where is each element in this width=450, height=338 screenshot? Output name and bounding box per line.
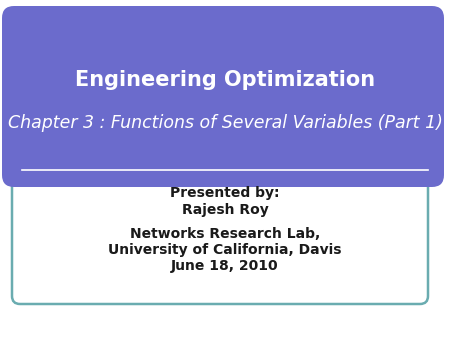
Text: Rajesh Roy: Rajesh Roy <box>182 203 268 217</box>
Text: Networks Research Lab,: Networks Research Lab, <box>130 227 320 241</box>
FancyBboxPatch shape <box>12 20 428 304</box>
Text: Chapter 3 : Functions of Several Variables (Part 1): Chapter 3 : Functions of Several Variabl… <box>8 114 442 132</box>
FancyBboxPatch shape <box>2 6 444 187</box>
Text: Presented by:: Presented by: <box>170 186 280 200</box>
Text: Engineering Optimization: Engineering Optimization <box>75 70 375 90</box>
Text: University of California, Davis: University of California, Davis <box>108 243 342 257</box>
Text: June 18, 2010: June 18, 2010 <box>171 259 279 273</box>
